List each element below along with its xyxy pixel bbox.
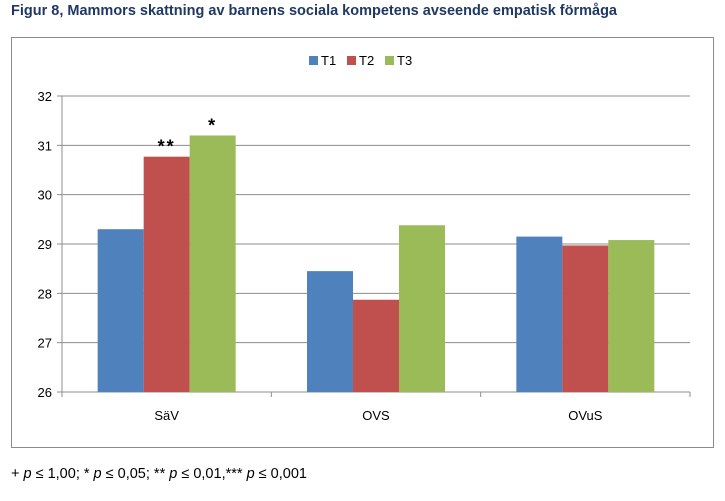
x-category-label: SäV bbox=[154, 408, 179, 423]
legend-label-t2: T2 bbox=[359, 53, 374, 68]
legend-label-t1: T1 bbox=[321, 53, 336, 68]
significance-marker: * bbox=[208, 115, 217, 135]
chart-area: 26 27 28 29 30 31 32 SäV OVS OVuS ** * T1 T2 T3 bbox=[11, 37, 714, 448]
legend: T1 T2 T3 bbox=[309, 53, 412, 68]
bar-t1-0 bbox=[97, 229, 144, 392]
x-category-label: OVuS bbox=[568, 408, 603, 423]
bar-t3-2 bbox=[608, 240, 655, 392]
y-tick-label: 28 bbox=[38, 286, 52, 301]
legend-swatch-t2 bbox=[347, 56, 356, 65]
figure-title: Figur 8, Mammors skattning av barnens so… bbox=[11, 3, 617, 19]
bar-t3-0 bbox=[189, 135, 236, 392]
legend-swatch-t3 bbox=[385, 56, 394, 65]
bar-t3-1 bbox=[399, 225, 445, 392]
bar-t2-1 bbox=[353, 299, 399, 392]
bar-t1-1 bbox=[307, 271, 353, 392]
y-tick-label: 26 bbox=[38, 385, 52, 400]
x-category-label: OVS bbox=[362, 408, 390, 423]
y-tick-label: 29 bbox=[38, 237, 52, 252]
y-tick-label: 32 bbox=[38, 89, 52, 104]
y-tick-label: 31 bbox=[38, 138, 52, 153]
significance-footnote: + p ≤ 1,00; * p ≤ 0,05; ** p ≤ 0,01,*** … bbox=[11, 466, 307, 482]
y-tick-label: 27 bbox=[38, 336, 52, 351]
significance-marker: ** bbox=[158, 137, 176, 157]
bar-t2-0 bbox=[143, 156, 190, 392]
y-tick-label: 30 bbox=[38, 188, 52, 203]
legend-label-t3: T3 bbox=[397, 53, 412, 68]
bar-t2-2 bbox=[562, 245, 609, 392]
bars bbox=[97, 135, 655, 392]
bar-t1-2 bbox=[516, 236, 563, 392]
legend-swatch-t1 bbox=[309, 56, 318, 65]
